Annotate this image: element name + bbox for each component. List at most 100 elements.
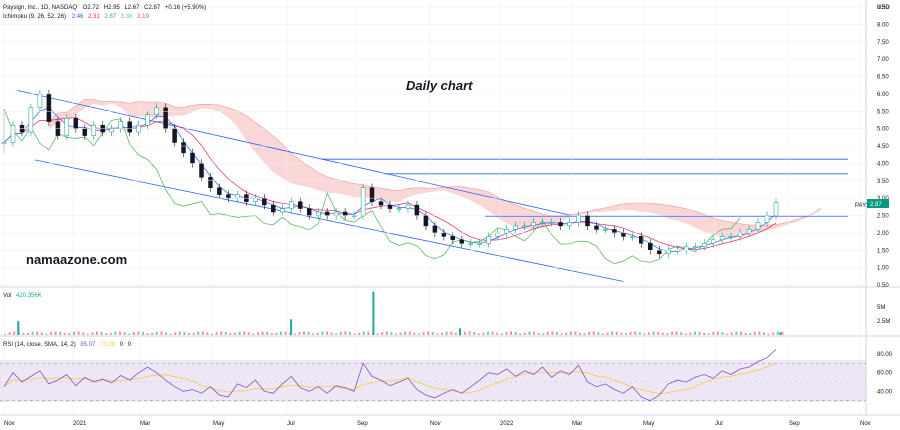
- volume-bar: [404, 331, 407, 335]
- volume-bar: [165, 332, 167, 335]
- chart-title: Daily chart: [406, 78, 473, 93]
- volume-bar: [119, 331, 121, 335]
- volume-bar: [542, 333, 545, 335]
- volume-bar: [431, 331, 434, 335]
- volume-bar: [77, 331, 80, 335]
- candle-body: [333, 211, 339, 216]
- volume-bar: [597, 332, 600, 335]
- candle-body: [37, 93, 43, 109]
- volume-bar: [680, 332, 683, 335]
- volume-bar: [735, 331, 738, 335]
- volume-spike: [459, 328, 461, 336]
- volume-legend: Vol 420.356K: [3, 293, 42, 299]
- candle-body: [217, 187, 222, 195]
- candle-body: [423, 215, 429, 227]
- volume-bar: [689, 332, 692, 335]
- candle-body: [405, 204, 411, 209]
- candle-body: [163, 107, 168, 129]
- volume-bar: [224, 331, 227, 335]
- candle-body: [46, 93, 52, 122]
- volume-bar: [445, 331, 448, 335]
- y-tick-label: 6.00: [877, 92, 889, 98]
- volume-bar: [36, 331, 39, 335]
- volume-bar: [592, 331, 595, 335]
- volume-bar: [698, 331, 701, 335]
- volume-bar: [27, 333, 29, 335]
- candle-body: [621, 232, 626, 237]
- volume-bar: [63, 333, 66, 335]
- candle-body: [477, 243, 483, 245]
- candle-body: [181, 142, 186, 154]
- candle-body: [666, 250, 671, 255]
- volume-bar: [574, 331, 577, 335]
- volume-bar: [31, 331, 34, 335]
- candle-body: [701, 243, 707, 248]
- symbol-line: Paysign, Inc., 1D, NASDAQ O2.72 H2.95 L2…: [3, 5, 206, 11]
- candle-body: [764, 215, 770, 223]
- candle-body: [683, 246, 689, 251]
- candle-body: [360, 187, 366, 216]
- volume-bar: [510, 331, 512, 335]
- volume-bar: [523, 332, 526, 335]
- volume-bar: [666, 333, 669, 335]
- volume-bar: [261, 331, 264, 335]
- candle-body: [190, 152, 195, 164]
- volume-bar: [390, 331, 393, 335]
- x-tick-label: Nov: [430, 421, 441, 427]
- volume-bar: [643, 333, 646, 335]
- price-axis: 8.50 8.00 7.50 7.00 6.50 6.00 5.50 5.00 4.50 4.00…: [0, 5, 889, 289]
- volume-bar: [473, 332, 476, 335]
- volume-bar: [192, 332, 195, 335]
- volume-bar: [86, 333, 89, 335]
- rsi-tick-label: 40.00: [877, 389, 893, 395]
- candle-body: [540, 222, 545, 224]
- volume-bar: [183, 331, 186, 335]
- candle-body: [639, 236, 644, 244]
- volume-bar: [344, 331, 347, 335]
- volume-bar: [776, 331, 779, 335]
- volume-bar: [385, 331, 388, 335]
- volume-bar: [629, 331, 632, 335]
- candle-body: [306, 208, 312, 216]
- volume-bar: [362, 331, 365, 335]
- x-tick-label: 2022: [500, 421, 514, 427]
- volume-bar: [427, 331, 430, 335]
- candle-body: [558, 222, 563, 227]
- currency-label: USD: [877, 5, 890, 11]
- rsi-legend: RSI (14, close, SMA, 14, 2) 85.07 73.06 …: [3, 342, 132, 348]
- volume-bar: [684, 333, 687, 335]
- volume-bar: [717, 331, 719, 335]
- y-tick-label: 2.00: [877, 231, 889, 237]
- volume-bar: [413, 332, 416, 335]
- rsi-panel: 80.00 60.00 40.00: [0, 349, 893, 402]
- volume-bar: [454, 332, 457, 335]
- volume-bar: [436, 333, 439, 335]
- volume-bar: [197, 331, 200, 335]
- rsi-band-background: [0, 360, 866, 402]
- volume-bar: [257, 332, 259, 335]
- volume-bar: [178, 331, 181, 335]
- volume-bar: [211, 333, 213, 335]
- volume-bar: [128, 333, 131, 335]
- volume-bar: [188, 333, 190, 335]
- volume-bar: [602, 333, 604, 335]
- candle-body: [82, 128, 88, 136]
- volume-bar: [422, 331, 425, 335]
- y-tick-label: 5.50: [877, 109, 889, 115]
- volume-bar: [551, 331, 554, 335]
- y-tick-label: 1.50: [877, 248, 889, 254]
- y-tick-label: 2.50: [877, 214, 889, 220]
- volume-bar: [565, 332, 568, 335]
- volume-bar: [721, 332, 724, 335]
- volume-bar: [606, 332, 609, 335]
- candle-body: [522, 225, 527, 228]
- y-tick-label: 4.50: [877, 144, 889, 150]
- candle-body: [235, 194, 240, 199]
- candle-body: [226, 194, 231, 199]
- volume-bar: [238, 331, 241, 335]
- volume-bar: [137, 331, 140, 335]
- y-tick-label: 3.50: [877, 179, 889, 185]
- volume-bar: [505, 331, 508, 335]
- x-tick-label: May: [213, 421, 224, 427]
